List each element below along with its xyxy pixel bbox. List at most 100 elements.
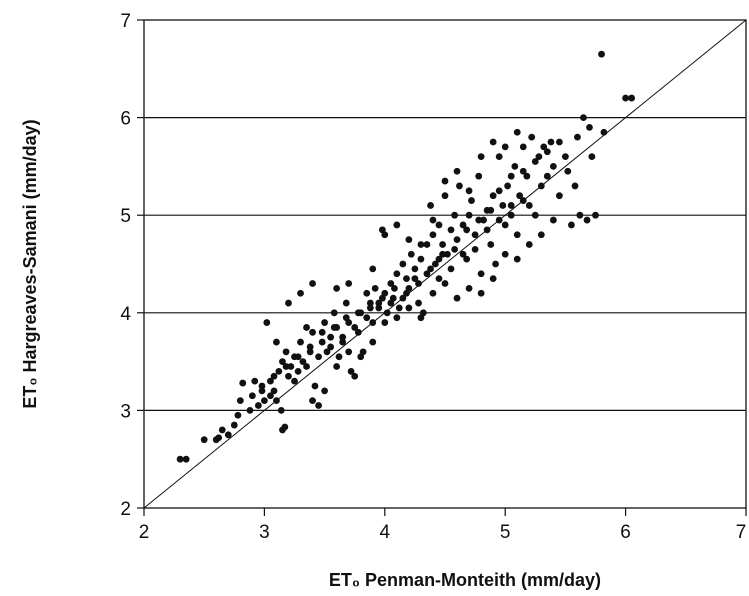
y-tick-label: 3: [120, 401, 131, 422]
data-point: [564, 167, 572, 175]
y-tick-label: 4: [120, 304, 131, 325]
data-point: [263, 319, 271, 326]
data-point: [345, 348, 353, 356]
data-point: [480, 216, 487, 224]
data-point: [330, 324, 338, 331]
data-point: [339, 338, 347, 346]
data-point: [483, 226, 491, 234]
data-point: [501, 143, 509, 151]
data-point: [489, 138, 497, 146]
data-point: [303, 363, 310, 370]
data-point: [459, 250, 467, 258]
data-point: [306, 348, 314, 356]
x-tick-label: 2: [139, 522, 150, 543]
data-point: [477, 289, 485, 297]
data-point: [525, 241, 533, 248]
data-point: [427, 202, 434, 209]
data-point: [371, 285, 379, 292]
data-point: [309, 328, 316, 336]
data-point: [303, 324, 310, 331]
data-point: [218, 426, 226, 434]
data-point: [281, 423, 289, 431]
data-point: [549, 216, 557, 224]
data-point: [270, 387, 278, 395]
data-point: [354, 328, 362, 336]
data-point: [339, 333, 347, 341]
data-point: [411, 275, 419, 283]
data-point: [351, 324, 359, 331]
data-point: [523, 172, 531, 180]
data-point: [273, 338, 280, 346]
data-point: [321, 319, 328, 326]
data-point: [411, 265, 419, 273]
data-point: [513, 128, 521, 136]
data-point: [507, 172, 515, 180]
data-point: [351, 372, 359, 380]
one-to-one-line: [143, 19, 747, 509]
data-point: [369, 338, 377, 346]
data-point: [347, 367, 355, 375]
data-point: [489, 192, 497, 200]
data-point: [391, 285, 398, 292]
data-point: [456, 182, 463, 190]
data-point: [453, 167, 461, 175]
data-point: [571, 182, 579, 190]
data-point: [499, 202, 507, 209]
data-point: [429, 231, 437, 239]
data-point: [234, 411, 242, 419]
data-point: [441, 192, 449, 200]
data-point: [417, 255, 425, 263]
data-point: [586, 123, 593, 131]
data-point: [441, 177, 449, 185]
data-point: [459, 221, 467, 229]
data-point: [327, 333, 335, 341]
data-point: [258, 387, 266, 395]
data-point: [403, 275, 410, 283]
data-point: [415, 299, 422, 307]
data-point: [592, 211, 599, 219]
data-point: [405, 236, 413, 244]
data-point: [333, 363, 341, 370]
data-point: [246, 407, 254, 414]
data-point: [423, 241, 431, 248]
data-point: [311, 382, 319, 390]
data-point: [315, 402, 322, 409]
data-point: [267, 392, 274, 400]
data-point: [463, 255, 471, 263]
data-point: [393, 314, 401, 322]
data-point: [513, 255, 521, 263]
data-point: [182, 455, 190, 463]
data-point: [519, 197, 527, 204]
data-point: [447, 226, 455, 234]
data-point: [273, 397, 280, 405]
data-point: [306, 343, 314, 351]
data-point: [342, 299, 350, 307]
data-point: [291, 377, 298, 385]
data-point: [513, 231, 521, 239]
data-point: [543, 148, 551, 156]
data-point: [403, 289, 410, 297]
data-point: [381, 231, 389, 239]
data-point: [294, 353, 302, 361]
gridlines: [144, 116, 746, 411]
data-point: [423, 270, 431, 278]
data-point: [277, 407, 285, 414]
data-point: [230, 421, 238, 429]
data-point: [309, 397, 316, 405]
data-points: [176, 50, 636, 463]
data-point: [381, 319, 389, 326]
data-point: [468, 197, 475, 204]
data-point: [435, 275, 443, 283]
data-point: [555, 138, 563, 146]
data-point: [369, 319, 377, 326]
data-point: [387, 280, 395, 287]
data-point: [531, 158, 539, 165]
data-point: [335, 353, 343, 361]
data-point: [549, 163, 557, 170]
data-point: [574, 133, 581, 141]
x-axis-title: ET₀ Penman-Monteith (mm/day): [329, 570, 601, 590]
data-point: [369, 265, 377, 273]
x-tick-label: 7: [736, 522, 747, 543]
